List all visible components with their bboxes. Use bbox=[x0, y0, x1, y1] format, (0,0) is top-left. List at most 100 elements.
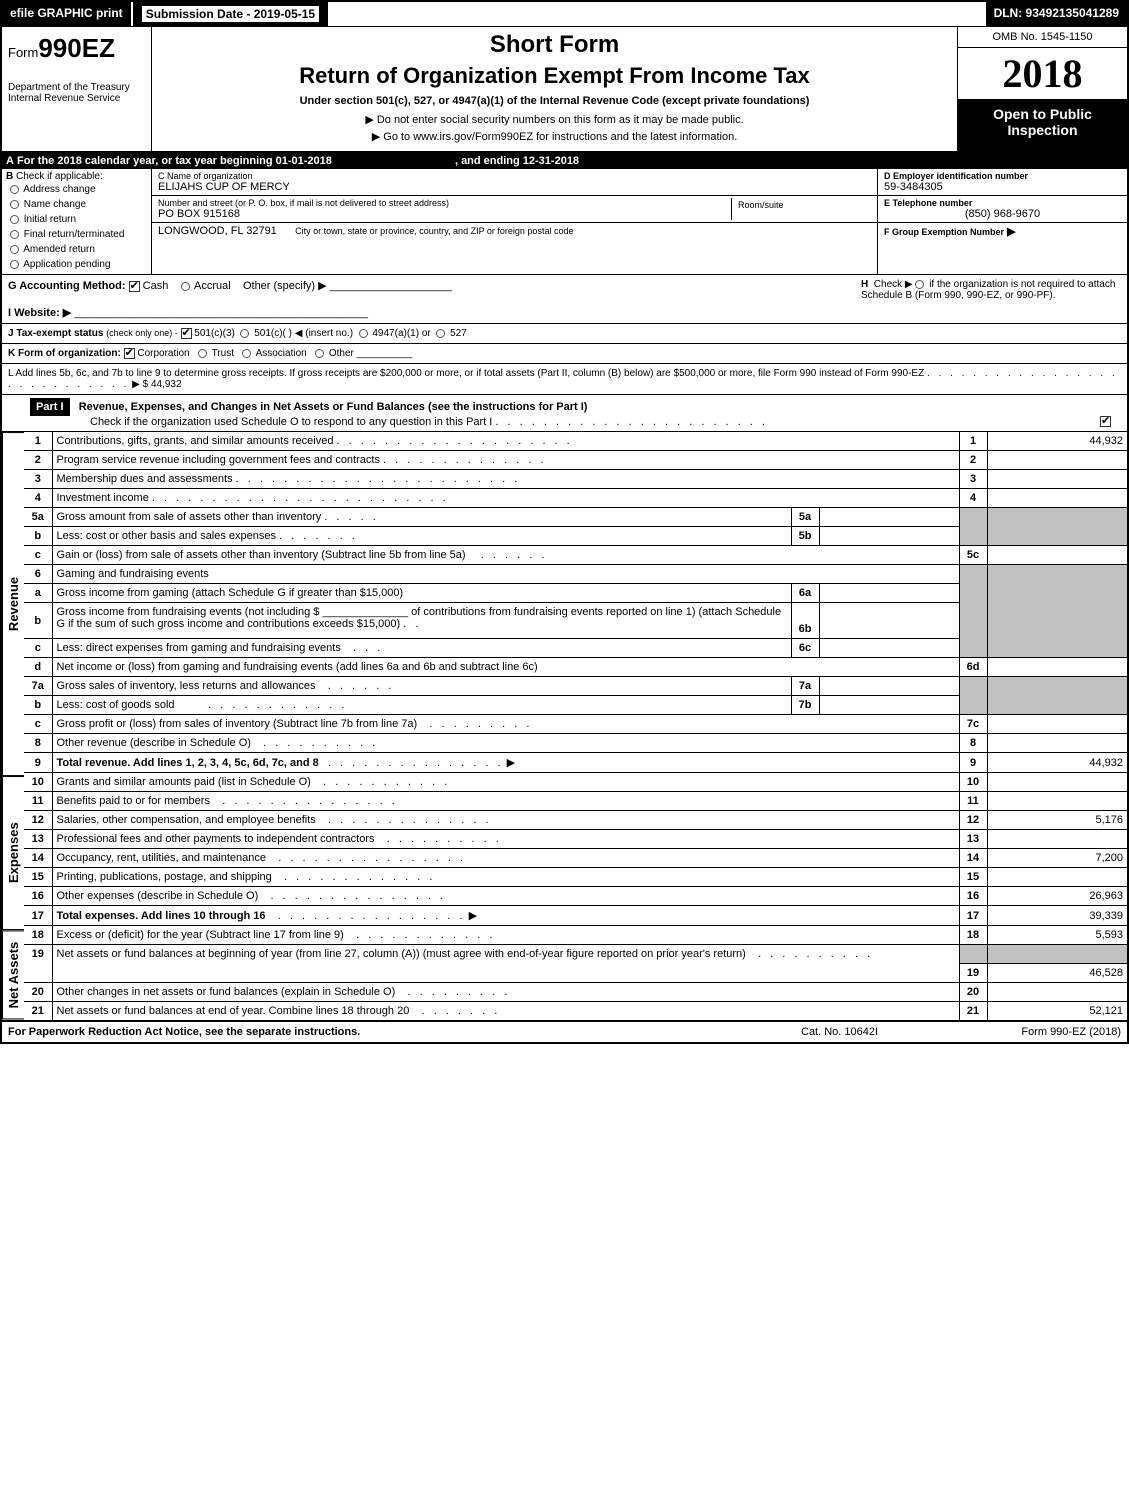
line-8-rn: 8 bbox=[959, 734, 987, 753]
j-label: J Tax-exempt status bbox=[8, 328, 103, 339]
checkbox-assoc[interactable] bbox=[242, 349, 251, 358]
checkbox-amended-return[interactable] bbox=[10, 245, 19, 254]
line-6a-mv bbox=[819, 584, 959, 603]
return-title: Return of Organization Exempt From Incom… bbox=[160, 63, 949, 89]
line-4-rv bbox=[987, 489, 1127, 508]
line-10-desc: Grants and similar amounts paid (list in… bbox=[57, 776, 311, 788]
line-11: 11 Benefits paid to or for members . . .… bbox=[24, 792, 1127, 811]
line-18-rn: 18 bbox=[959, 926, 987, 945]
right-header-box: OMB No. 1545-1150 2018 Open to Public In… bbox=[957, 27, 1127, 151]
checkbox-501c[interactable] bbox=[240, 329, 249, 338]
line-9-rn: 9 bbox=[959, 753, 987, 773]
footer-formref: Form 990-EZ (2018) bbox=[961, 1026, 1121, 1038]
line-17-num: 17 bbox=[24, 906, 52, 926]
k-other: Other bbox=[329, 348, 354, 359]
lines-table: 1 Contributions, gifts, grants, and simi… bbox=[24, 432, 1127, 1020]
efile-print-button[interactable]: efile GRAPHIC print bbox=[2, 2, 133, 26]
line-6a-desc: Gross income from gaming (attach Schedul… bbox=[57, 587, 404, 599]
c-label: C Name of organization bbox=[158, 171, 871, 181]
checkbox-trust[interactable] bbox=[198, 349, 207, 358]
line-3-desc: Membership dues and assessments bbox=[57, 473, 233, 485]
footer: For Paperwork Reduction Act Notice, see … bbox=[2, 1020, 1127, 1042]
line-10-rv bbox=[987, 773, 1127, 792]
line-21-num: 21 bbox=[24, 1001, 52, 1020]
checkbox-application-pending[interactable] bbox=[10, 260, 19, 269]
checkbox-final-return[interactable] bbox=[10, 230, 19, 239]
line-5a-mn: 5a bbox=[791, 508, 819, 527]
line-1: 1 Contributions, gifts, grants, and simi… bbox=[24, 432, 1127, 451]
line-12-rn: 12 bbox=[959, 811, 987, 830]
line-6c-mv bbox=[819, 639, 959, 658]
line-5c-rn: 5c bbox=[959, 546, 987, 565]
main-grid: Revenue Expenses Net Assets 1 Contributi… bbox=[2, 432, 1127, 1020]
expenses-label: Expenses bbox=[2, 776, 24, 930]
checkbox-4947[interactable] bbox=[359, 329, 368, 338]
line-6d-rn: 6d bbox=[959, 658, 987, 677]
line-2: 2 Program service revenue including gove… bbox=[24, 451, 1127, 470]
f-arrow: ▶ bbox=[1007, 226, 1015, 238]
line-5c: c Gain or (loss) from sale of assets oth… bbox=[24, 546, 1127, 565]
checkbox-corp[interactable] bbox=[124, 348, 135, 359]
a-text-1: For the 2018 calendar year, or tax year … bbox=[17, 155, 332, 167]
footer-paperwork: For Paperwork Reduction Act Notice, see … bbox=[8, 1026, 801, 1038]
checkbox-501c3[interactable] bbox=[181, 328, 192, 339]
line-2-desc: Program service revenue including govern… bbox=[57, 454, 380, 466]
opt-final-return: Final return/terminated bbox=[24, 229, 125, 240]
k-trust: Trust bbox=[212, 348, 234, 359]
line-15-rn: 15 bbox=[959, 868, 987, 887]
line-1-num: 1 bbox=[24, 432, 52, 451]
line-18: 18 Excess or (deficit) for the year (Sub… bbox=[24, 926, 1127, 945]
line-7c-num: c bbox=[24, 715, 52, 734]
f-label: F Group Exemption Number bbox=[884, 227, 1004, 237]
line-6a-num: a bbox=[24, 584, 52, 603]
row-g-h-i: G Accounting Method: Cash Accrual Other … bbox=[2, 275, 1127, 324]
line-6d-desc: Net income or (loss) from gaming and fun… bbox=[57, 661, 538, 673]
checkbox-other-org[interactable] bbox=[315, 349, 324, 358]
line-9: 9 Total revenue. Add lines 1, 2, 3, 4, 5… bbox=[24, 753, 1127, 773]
line-16: 16 Other expenses (describe in Schedule … bbox=[24, 887, 1127, 906]
line-1-desc: Contributions, gifts, grants, and simila… bbox=[57, 435, 334, 447]
line-13-num: 13 bbox=[24, 830, 52, 849]
k-assoc: Association bbox=[256, 348, 307, 359]
line-14-num: 14 bbox=[24, 849, 52, 868]
line-10: 10 Grants and similar amounts paid (list… bbox=[24, 773, 1127, 792]
checkbox-h[interactable] bbox=[915, 280, 924, 289]
line-5c-rv bbox=[987, 546, 1127, 565]
line-5b-desc: Less: cost or other basis and sales expe… bbox=[57, 530, 277, 542]
checkbox-cash[interactable] bbox=[129, 281, 140, 292]
line-4: 4 Investment income . . . . . . . . . . … bbox=[24, 489, 1127, 508]
checkbox-initial-return[interactable] bbox=[10, 215, 19, 224]
line-7a-mn: 7a bbox=[791, 677, 819, 696]
line-5c-desc: Gain or (loss) from sale of assets other… bbox=[57, 549, 466, 561]
line-21-rn: 21 bbox=[959, 1001, 987, 1020]
checkbox-name-change[interactable] bbox=[10, 200, 19, 209]
line-7c-desc: Gross profit or (loss) from sales of inv… bbox=[57, 718, 418, 730]
goto-link[interactable]: ▶ Go to www.irs.gov/Form990EZ for instru… bbox=[160, 130, 949, 143]
opt-amended-return: Amended return bbox=[23, 244, 95, 255]
line-7b-mv bbox=[819, 696, 959, 715]
line-21-desc: Net assets or fund balances at end of ye… bbox=[57, 1005, 410, 1017]
line-20-rn: 20 bbox=[959, 982, 987, 1001]
open-public-line1: Open to Public bbox=[993, 106, 1092, 122]
line-6c-desc: Less: direct expenses from gaming and fu… bbox=[57, 642, 341, 654]
checkbox-schedule-o[interactable] bbox=[1100, 416, 1111, 427]
line-6d: d Net income or (loss) from gaming and f… bbox=[24, 658, 1127, 677]
row-l: L Add lines 5b, 6c, and 7b to line 9 to … bbox=[2, 364, 1127, 395]
line-8: 8 Other revenue (describe in Schedule O)… bbox=[24, 734, 1127, 753]
e-label: E Telephone number bbox=[884, 198, 972, 208]
line-4-rn: 4 bbox=[959, 489, 987, 508]
checkbox-527[interactable] bbox=[436, 329, 445, 338]
i-label: I Website: ▶ bbox=[8, 307, 71, 319]
part1-label: Part I bbox=[30, 398, 70, 416]
line-5c-num: c bbox=[24, 546, 52, 565]
line-13-desc: Professional fees and other payments to … bbox=[57, 833, 375, 845]
city-value: LONGWOOD, FL 32791 bbox=[158, 225, 277, 237]
line-12: 12 Salaries, other compensation, and emp… bbox=[24, 811, 1127, 830]
line-5b-num: b bbox=[24, 527, 52, 546]
checkbox-accrual[interactable] bbox=[181, 282, 190, 291]
line-20-desc: Other changes in net assets or fund bala… bbox=[57, 986, 396, 998]
line-11-rn: 11 bbox=[959, 792, 987, 811]
lines-column: 1 Contributions, gifts, grants, and simi… bbox=[24, 432, 1127, 1020]
checkbox-address-change[interactable] bbox=[10, 185, 19, 194]
part1-check-text: Check if the organization used Schedule … bbox=[90, 416, 492, 428]
